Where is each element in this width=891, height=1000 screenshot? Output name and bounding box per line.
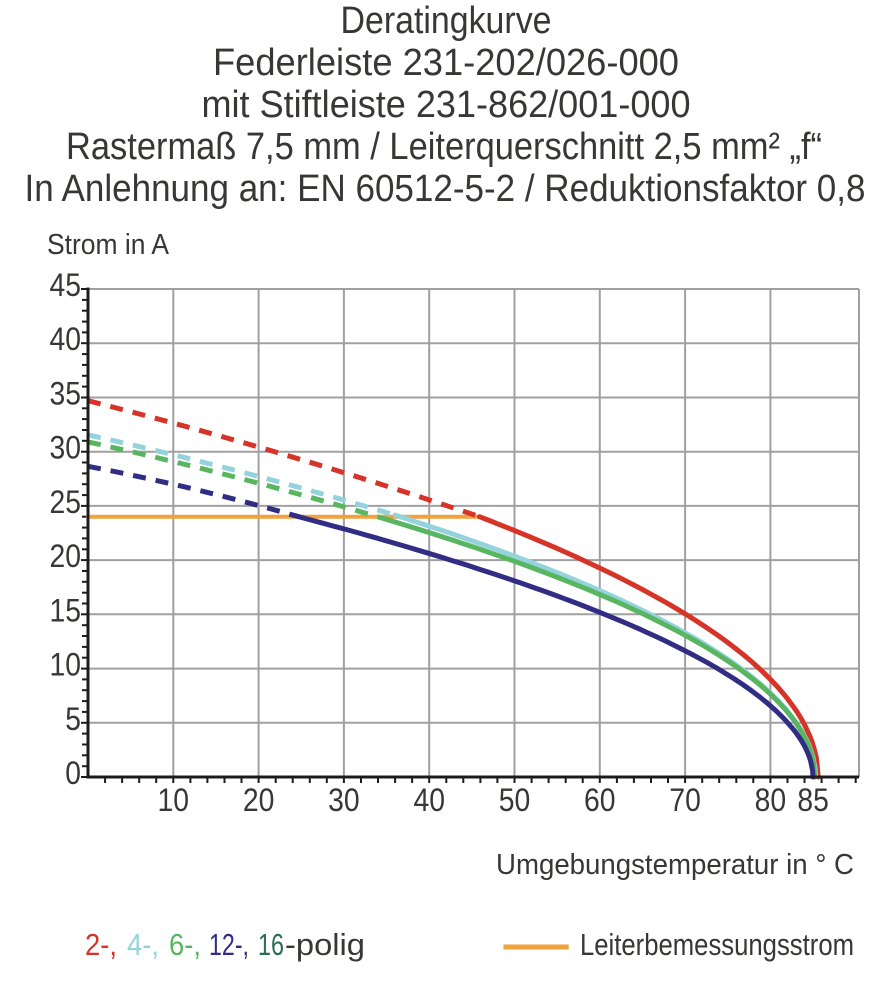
- svg-text:45: 45: [50, 267, 82, 303]
- svg-text:50: 50: [499, 782, 531, 818]
- svg-text:40: 40: [50, 321, 82, 357]
- svg-text:85: 85: [797, 782, 829, 818]
- svg-text:30: 30: [328, 782, 360, 818]
- svg-text:0: 0: [65, 755, 81, 791]
- svg-text:Strom in A: Strom in A: [47, 229, 170, 261]
- svg-text:40: 40: [413, 782, 445, 818]
- svg-text:25: 25: [50, 484, 82, 520]
- svg-text:4-,: 4-,: [127, 927, 159, 962]
- svg-text:Rastermaß 7,5 mm / Leiterquers: Rastermaß 7,5 mm / Leiterquerschnitt 2,5…: [66, 126, 822, 168]
- svg-text:12-,: 12-,: [209, 927, 249, 962]
- svg-text:10: 10: [158, 782, 190, 818]
- svg-text:Leiterbemessungsstrom: Leiterbemessungsstrom: [580, 927, 854, 962]
- svg-text:20: 20: [243, 782, 275, 818]
- svg-text:30: 30: [50, 430, 82, 466]
- svg-text:-polig: -polig: [285, 927, 365, 962]
- svg-text:Deratingkurve: Deratingkurve: [341, 0, 552, 42]
- svg-text:5: 5: [65, 701, 81, 737]
- svg-text:16: 16: [258, 927, 284, 962]
- svg-text:35: 35: [50, 376, 82, 412]
- svg-text:6-,: 6-,: [169, 927, 201, 962]
- svg-text:10: 10: [50, 647, 82, 683]
- svg-text:80: 80: [755, 782, 787, 818]
- svg-text:70: 70: [669, 782, 701, 818]
- svg-text:In Anlehnung an: EN 60512-5-2: In Anlehnung an: EN 60512-5-2 / Reduktio…: [25, 168, 866, 210]
- svg-text:Umgebungstemperatur in ° C: Umgebungstemperatur in ° C: [496, 849, 854, 881]
- svg-text:2-,: 2-,: [85, 927, 117, 962]
- svg-text:20: 20: [50, 538, 82, 574]
- svg-text:60: 60: [584, 782, 616, 818]
- svg-text:Federleiste 231-202/026-000: Federleiste 231-202/026-000: [213, 42, 679, 84]
- svg-text:15: 15: [50, 592, 82, 628]
- svg-text:mit Stiftleiste 231-862/001-00: mit Stiftleiste 231-862/001-000: [202, 84, 691, 126]
